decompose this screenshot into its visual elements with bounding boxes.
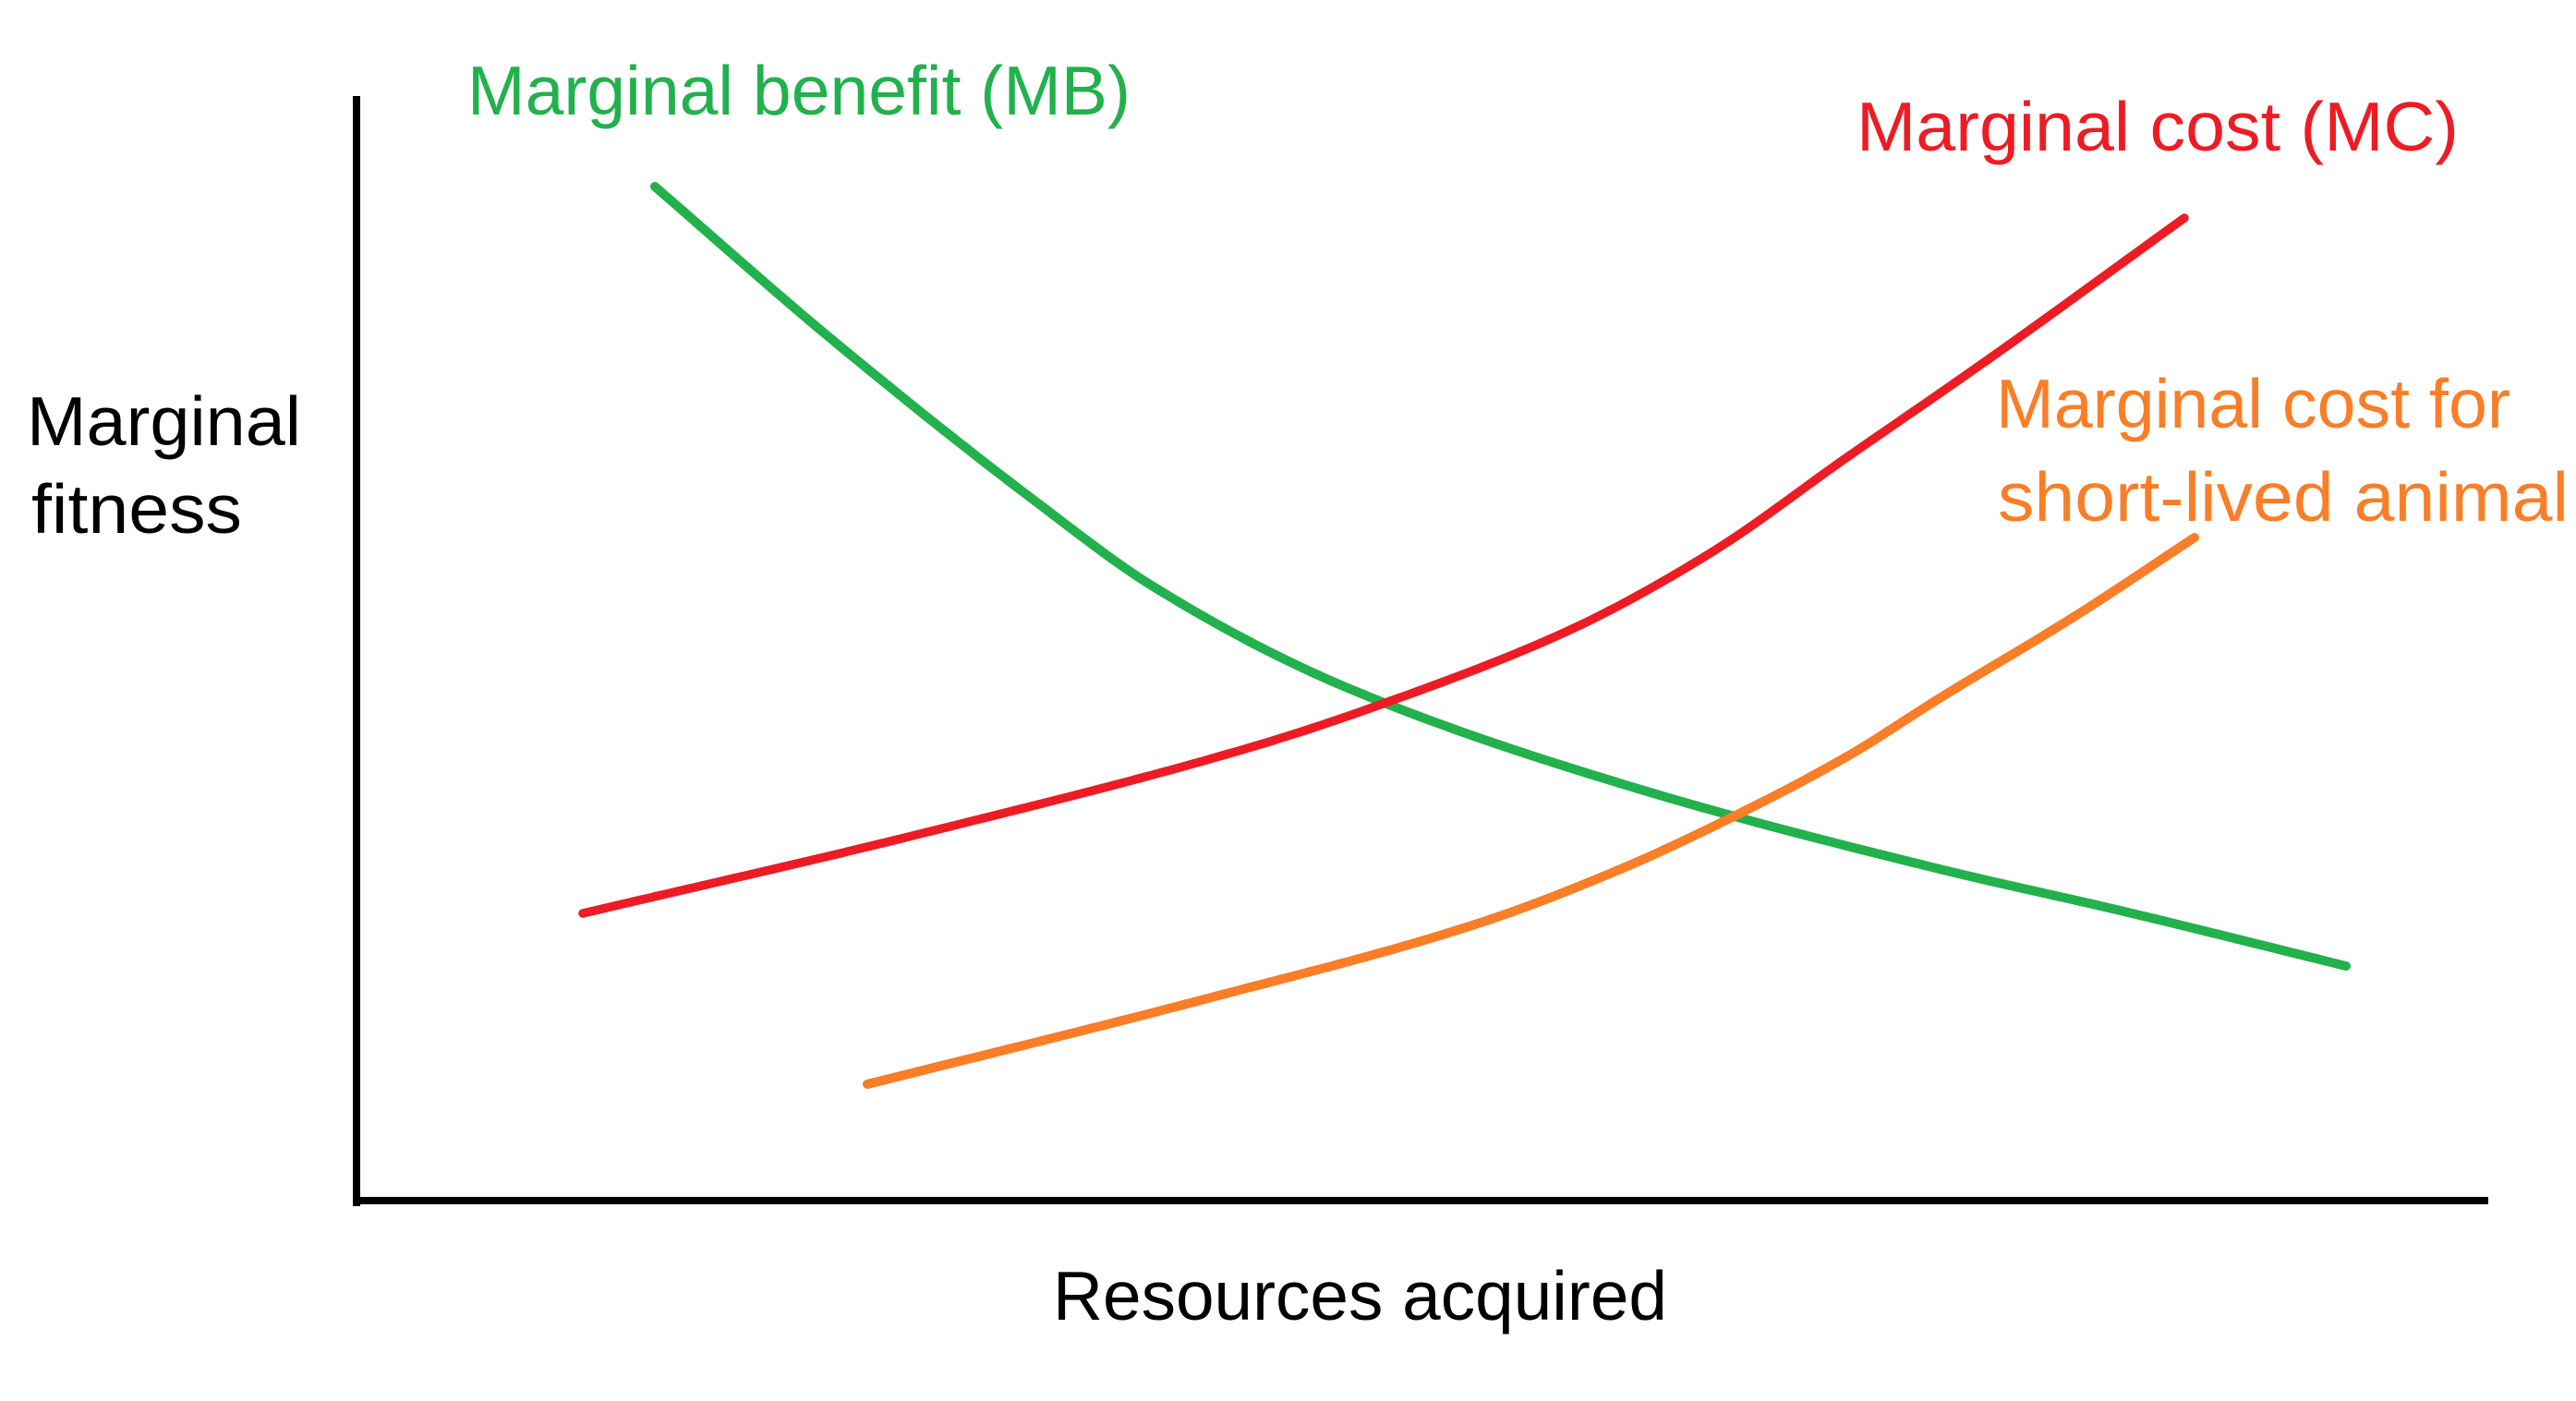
svg-text:Marginal cost (MC): Marginal cost (MC)	[1856, 88, 2459, 165]
svg-text:Marginal cost for: Marginal cost for	[1996, 365, 2510, 442]
svg-text:Resources acquired: Resources acquired	[1053, 1257, 1667, 1335]
svg-text:Marginal benefit (MB): Marginal benefit (MB)	[467, 52, 1131, 129]
svg-text:short-lived animal: short-lived animal	[1998, 458, 2569, 536]
svg-text:Marginal: Marginal	[27, 382, 301, 460]
svg-text:fitness: fitness	[31, 470, 242, 548]
